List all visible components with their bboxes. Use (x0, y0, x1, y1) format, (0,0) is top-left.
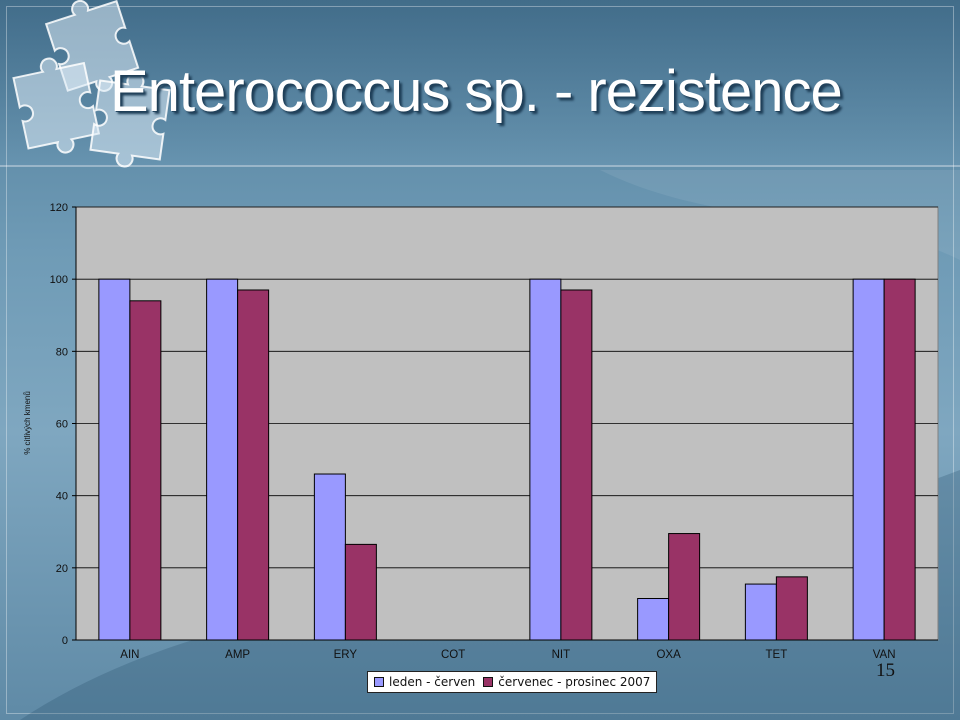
y-tick-label: 120 (50, 202, 68, 214)
bar-tet-series-2 (775, 576, 808, 641)
bar-nit-series-2 (560, 289, 593, 641)
x-tick-label: AMP (225, 649, 250, 661)
slide-frame (6, 6, 954, 714)
bars (98, 278, 916, 641)
bar-ain-series-1 (98, 278, 131, 641)
axes: 0 20 40 60 80 100 120 AIN AMP ERY COT NIT OXA TET VAN (50, 202, 938, 661)
chart-legend: leden - červen červenec - prosinec 2007 (367, 671, 658, 693)
x-tick-label: ERY (334, 649, 358, 661)
bar-oxa-series-1 (637, 598, 670, 641)
legend-swatch-series-1 (374, 677, 384, 687)
legend-item-series-1: leden - červen (374, 675, 475, 689)
y-tick-label: 0 (62, 635, 68, 647)
y-tick-label: 60 (56, 419, 68, 431)
legend-label-series-1: leden - červen (389, 675, 476, 689)
bar-amp-series-2 (237, 289, 270, 641)
slide-title: Enterococcus sp. - rezistence (110, 59, 843, 124)
bar-van-series-1 (852, 278, 885, 641)
page-number: 15 (876, 660, 895, 681)
y-tick-label: 40 (56, 491, 68, 503)
bar-ery-series-1 (313, 473, 346, 641)
y-axis-title: % citlivých kmenů (23, 391, 32, 455)
bar-ain-series-2 (129, 300, 162, 641)
bar-nit-series-1 (529, 278, 562, 641)
header-divider (0, 165, 960, 167)
bar-ery-series-2 (344, 543, 377, 641)
bar-tet-series-1 (744, 583, 777, 641)
legend-item-series-2: červenec - prosinec 2007 (483, 675, 650, 689)
x-tick-label: NIT (552, 649, 571, 661)
x-tick-label: TET (766, 649, 788, 661)
legend-label-series-2: červenec - prosinec 2007 (498, 675, 651, 689)
x-tick-label: VAN (873, 649, 896, 661)
y-tick-label: 100 (50, 274, 68, 286)
x-tick-label: COT (441, 649, 465, 661)
y-tick-label: 20 (56, 563, 68, 575)
bar-amp-series-1 (206, 278, 239, 641)
bar-van-series-2 (883, 278, 916, 641)
x-tick-label: AIN (120, 649, 139, 661)
y-tick-label: 80 (56, 346, 68, 358)
x-tick-label: OXA (656, 649, 681, 661)
legend-swatch-series-2 (483, 677, 494, 687)
puzzle-logo (12, 0, 171, 168)
bar-oxa-series-2 (668, 533, 701, 641)
